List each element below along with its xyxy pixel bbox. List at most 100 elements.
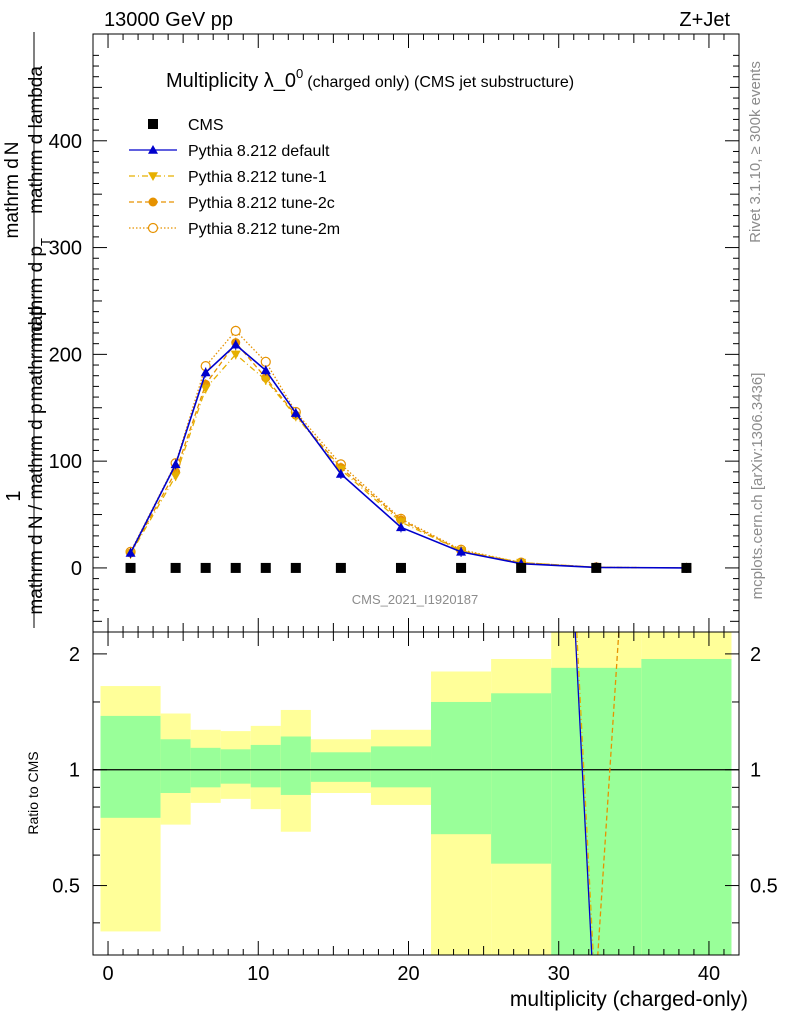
main-y-tick-labels: 0 100 200 300 400 [49,131,82,580]
legend-marker-cms [148,119,158,129]
y-label-den-b: mathrm d p [26,305,47,401]
point-cms [260,562,271,573]
ratio-y-tick-label-right: 2 [750,644,761,666]
point-cms [591,562,602,573]
title-subtitle: (charged only) (CMS jet substructure) [307,74,574,91]
point-pythia-8-212-default [290,408,301,417]
ratio-y-tick-label: 0.5 [52,876,80,898]
ratio-y-tick-label-right: 1 [750,760,761,782]
point-cms [456,562,467,573]
legend-label-pythia-8-212-tune-2c: Pythia 8.212 tune-2c [188,195,335,212]
ratio-band-green [190,747,221,788]
analysis-watermark: CMS_2021_I1920187 [352,592,479,607]
point-pythia-8-212-default [395,522,406,532]
point-pythia-8-212-tune-1 [170,472,181,482]
ratio-band-green [551,667,642,955]
title-superscript: 0 [296,66,303,81]
ratio-band-green [160,739,191,794]
ratio-lines [574,631,620,956]
legend-label-pythia-8-212-tune-1: Pythia 8.212 tune-1 [188,169,327,186]
point-pythia-8-212-tune-1 [200,384,211,394]
y-label-denominator: mathrm d N / mathrm d pmathrm d p [26,305,47,614]
header-process: Z+Jet [679,9,730,31]
ratio-band-green [220,749,251,784]
series-line-pythia-8-212-tune-2c [129,341,687,569]
series-line-pythia-8-212-tune-1 [129,353,687,569]
y-label-den-mid: mathrm d pT [26,238,53,342]
point-cms [125,562,136,573]
point-cms [681,562,692,573]
legend-marker-pythia-8-212-tune-2c [148,197,158,207]
main-y-tick-label: 100 [49,451,82,473]
ratio-band-green [370,746,432,788]
point-pythia-8-212-default [456,546,467,556]
point-cms [516,562,527,573]
y-label-subscript: T [38,238,53,246]
series-line-pythia-8-212-default [129,343,687,569]
series-line-pythia-8-212-tune-2m [129,329,687,569]
y-label-num-b: N [2,142,23,156]
legend-marker-pythia-8-212-default [148,145,158,154]
ratio-band-green [100,715,161,818]
ratio-y-tick-label-right: 0.5 [750,876,778,898]
point-cms [335,562,346,573]
x-tick-label: 0 [102,963,113,985]
point-cms [170,562,181,573]
ratio-line-pythia-8-212-default [574,631,593,956]
series-layer [125,325,692,574]
ratio-band-green [641,658,732,955]
mcplots-label: mcplots.cern.ch [arXiv:1306.3436] [749,373,766,600]
y-label-den-c: mathrm d lambda [26,66,47,214]
ratio-band-green [310,752,371,782]
main-y-tick-label: 0 [71,558,82,580]
main-axis-ticks [93,34,739,632]
point-cms [290,562,301,573]
title-main: Multiplicity λ_0 [166,70,296,92]
point-pythia-8-212-default [125,547,136,557]
main-y-tick-label: 300 [49,238,82,260]
main-y-tick-label: 200 [49,344,82,366]
point-pythia-8-212-default [260,365,271,375]
x-tick-label: 40 [698,963,720,985]
ratio-y-tick-label: 1 [69,760,80,782]
x-tick-label: 30 [548,963,570,985]
main-y-tick-label: 400 [49,131,82,153]
ratio-band-green [280,736,311,795]
point-pythia-8-212-default [170,459,181,469]
legend-marker-pythia-8-212-tune-2m [147,222,159,234]
rivet-label: Rivet 3.1.10, ≥ 300k events [747,61,764,243]
ratio-line-pythia-8-212-tune-1 [576,631,594,956]
ratio-axis-ticks: 0.5 0.51 12 20 10 20 30 40 [52,632,778,985]
point-pythia-8-212-tune-1 [230,350,241,360]
header-energy: 13000 GeV pp [104,9,233,31]
chart-title: Multiplicity λ_00 (charged only) (CMS jet… [166,66,574,92]
y-label-one: 1 [3,490,25,501]
point-cms [395,562,406,573]
legend: CMS Pythia 8.212 default Pythia 8.212 tune… [129,117,340,238]
legend-label-pythia-8-212-tune-2m: Pythia 8.212 tune-2m [188,221,340,238]
y-label-den-a: mathrm d N / mathrm d p [26,403,47,614]
ratio-y-tick-label: 2 [69,644,80,666]
point-cms [230,562,241,573]
point-pythia-8-212-tune-2m [260,356,271,367]
legend-marker-pythia-8-212-tune-1 [148,172,158,181]
point-pythia-8-212-default [230,339,241,349]
y-label-numerator: mathrm d N [2,142,23,239]
y-label-num-a: mathrm d [2,158,23,238]
x-tick-label: 10 [247,963,269,985]
ratio-y-label: Ratio to CMS [25,751,41,834]
ratio-frame [92,631,740,956]
ratio-band-green [491,693,552,864]
ratio-line-pythia-8-212-tune-2c [597,631,620,956]
ratio-bands [93,632,739,955]
point-pythia-8-212-tune-2m [230,325,241,336]
x-axis-label: multiplicity (charged-only) [510,988,748,1011]
y-axis-label: 1 mathrm d N / mathrm d pmathrm d p math… [2,32,53,628]
point-cms [200,562,211,573]
point-pythia-8-212-default [200,367,211,377]
x-tick-label: 20 [397,963,419,985]
ratio-band-green [431,701,492,835]
ratio-panel: 0.5 0.51 12 20 10 20 30 40 Ratio to CMS multipl… [25,631,778,1011]
